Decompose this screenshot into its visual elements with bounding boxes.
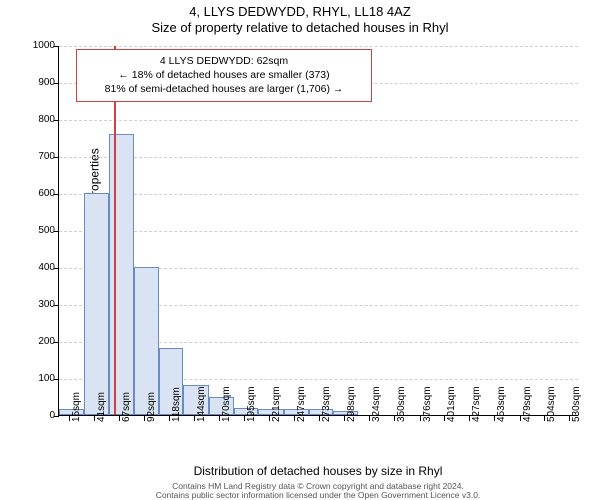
gridline (59, 120, 578, 121)
x-tick (94, 416, 95, 421)
title-line-1: 4, LLYS DEDWYDD, RHYL, LL18 4AZ (0, 4, 600, 20)
y-tick-label: 700 (5, 152, 55, 162)
y-tick-label: 200 (5, 337, 55, 347)
gridline (59, 231, 578, 232)
y-tick-label: 1000 (5, 41, 55, 51)
y-tick-label: 500 (5, 226, 55, 236)
x-axis-label: Distribution of detached houses by size … (58, 464, 578, 478)
y-tick-label: 0 (5, 411, 55, 421)
gridline (59, 194, 578, 195)
x-tick-label: 530sqm (572, 422, 600, 432)
x-tick (194, 416, 195, 421)
y-tick-label: 400 (5, 263, 55, 273)
histogram-bar (109, 134, 134, 415)
x-tick (469, 416, 470, 421)
annotation-line: 4 LLYS DEDWYDD: 62sqm (85, 54, 363, 68)
x-tick (444, 416, 445, 421)
x-tick (520, 416, 521, 421)
x-tick (244, 416, 245, 421)
footer-line-2: Contains public sector information licen… (58, 491, 578, 500)
chart-title: 4, LLYS DEDWYDD, RHYL, LL18 4AZ Size of … (0, 0, 600, 37)
histogram-bar (84, 193, 108, 415)
y-tick-label: 300 (5, 300, 55, 310)
y-tick-label: 900 (5, 78, 55, 88)
gridline (59, 46, 578, 47)
chart-container: 4, LLYS DEDWYDD, RHYL, LL18 4AZ Size of … (0, 0, 600, 500)
annotation-line: 81% of semi-detached houses are larger (… (85, 82, 363, 96)
annotation-line: ← 18% of detached houses are smaller (37… (85, 68, 363, 82)
x-tick (269, 416, 270, 421)
x-tick (344, 416, 345, 421)
annotation-box: 4 LLYS DEDWYDD: 62sqm← 18% of detached h… (76, 49, 372, 102)
y-tick-label: 100 (5, 374, 55, 384)
title-line-2: Size of property relative to detached ho… (0, 20, 600, 36)
y-tick-label: 600 (5, 189, 55, 199)
x-tick (69, 416, 70, 421)
x-tick (169, 416, 170, 421)
plot-area: 0100200300400500600700800900100015sqm41s… (58, 46, 578, 416)
x-tick (420, 416, 421, 421)
plot-wrap: Number of detached properties 0100200300… (58, 46, 578, 416)
x-tick (544, 416, 545, 421)
y-tick-label: 800 (5, 115, 55, 125)
x-tick (144, 416, 145, 421)
footer-attribution: Contains HM Land Registry data © Crown c… (58, 482, 578, 500)
gridline (59, 157, 578, 158)
x-tick (369, 416, 370, 421)
